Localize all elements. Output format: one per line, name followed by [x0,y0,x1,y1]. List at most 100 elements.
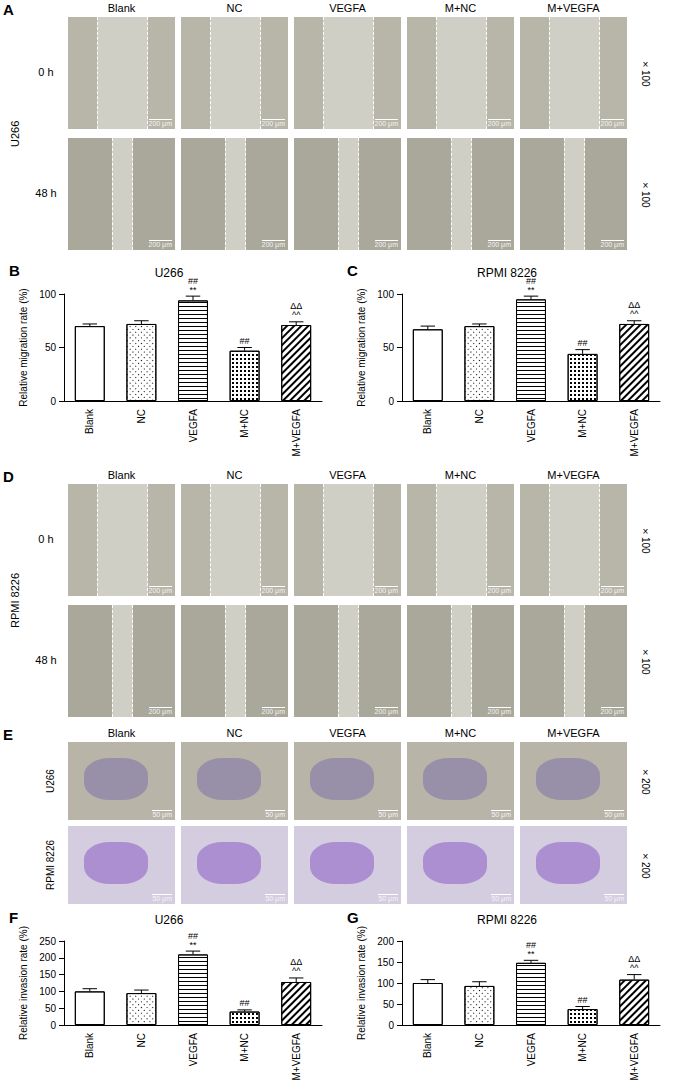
html-text:200 μm: 200 μm [261,120,285,127]
svg-text:0: 0 [388,396,394,407]
svg-text:##: ## [578,338,588,348]
svg-text:50: 50 [383,999,395,1010]
svg-text:100: 100 [377,289,394,300]
html-text:×100: ×100 [640,180,651,208]
html-text:200 μm: 200 μm [148,120,172,127]
svg-text:Relative invasion rate (%): Relative invasion rate (%) [356,926,367,1040]
svg-text:**: ** [527,285,535,295]
html-text:200 μm: 200 μm [374,120,398,127]
svg-text:M+NC: M+NC [239,1033,250,1062]
html-text:48 h: 48 h [35,187,57,199]
svg-text:C: C [347,262,358,279]
svg-text:50: 50 [383,342,395,353]
svg-text:Blank: Blank [422,1032,433,1058]
html-text:RPMI 8226: RPMI 8226 [9,573,21,628]
svg-text:^^: ^^ [630,309,639,319]
svg-text:50: 50 [45,1003,57,1014]
svg-text:B: B [9,262,20,279]
svg-text:200: 200 [39,952,56,963]
html-text:NC: NC [226,469,243,481]
html-text:VEGFA: VEGFA [329,469,366,481]
html-text:×100: ×100 [640,59,651,87]
html-text:48 h: 48 h [35,654,57,666]
html-text:×100: ×100 [640,526,651,554]
html-text:M+NC: M+NC [444,469,477,481]
svg-text:**: ** [189,285,197,295]
svg-text:NC: NC [136,409,147,423]
svg-text:NC: NC [136,1033,147,1047]
html-text:D: D [3,468,14,485]
svg-text:M+VEGFA: M+VEGFA [629,409,640,457]
html-text:E: E [3,726,13,743]
svg-text:Blank: Blank [422,408,433,434]
html-text:M+VEGFA: M+VEGFA [547,2,600,14]
svg-text:M+VEGFA: M+VEGFA [291,409,302,457]
svg-text:##: ## [240,336,250,346]
svg-text:NC: NC [474,409,485,423]
html-text:U266: U266 [9,120,21,147]
html-text:Blank: Blank [107,2,136,14]
html-text:0 h: 0 h [38,66,54,78]
svg-text:200: 200 [377,936,394,947]
svg-text:##: ## [578,995,588,1005]
svg-text:Blank: Blank [84,408,95,434]
html-text:M+NC: M+NC [444,727,477,739]
svg-text:M+NC: M+NC [577,1033,588,1062]
svg-text:RPMI 8226: RPMI 8226 [477,266,537,280]
svg-text:**: ** [527,949,535,959]
svg-text:ΔΔ: ΔΔ [290,957,303,968]
svg-text:^^: ^^ [292,310,301,320]
svg-text:ΔΔ: ΔΔ [290,301,303,312]
html-text:M+VEGFA: M+VEGFA [547,469,600,481]
svg-text:Relative migration rate (%): Relative migration rate (%) [356,288,367,406]
svg-text:M+VEGFA: M+VEGFA [629,1033,640,1081]
svg-text:VEGFA: VEGFA [526,1033,537,1067]
html-text:VEGFA: VEGFA [329,2,366,14]
html-text:RPMI 8226: RPMI 8226 [45,840,56,890]
svg-text:VEGFA: VEGFA [526,409,537,443]
svg-text:M+NC: M+NC [577,409,588,438]
svg-text:0: 0 [388,1020,394,1031]
html-text:M+NC: M+NC [444,2,477,14]
svg-text:50: 50 [45,342,57,353]
svg-text:Blank: Blank [84,1032,95,1058]
svg-text:^^: ^^ [630,963,639,973]
html-text:M+VEGFA: M+VEGFA [547,727,600,739]
svg-text:150: 150 [39,969,56,980]
svg-text:0: 0 [50,396,56,407]
svg-text:ΔΔ: ΔΔ [628,954,641,965]
svg-text:100: 100 [39,986,56,997]
svg-text:0: 0 [50,1020,56,1031]
html-text:NC: NC [226,2,243,14]
svg-text:M+VEGFA: M+VEGFA [291,1033,302,1081]
html-text:Blank: Blank [107,727,136,739]
svg-text:^^: ^^ [292,966,301,976]
svg-text:**: ** [189,940,197,950]
svg-text:NC: NC [474,1033,485,1047]
svg-text:RPMI 8226: RPMI 8226 [477,913,537,927]
svg-text:##: ## [240,998,250,1008]
svg-text:G: G [347,909,359,926]
svg-text:100: 100 [377,978,394,989]
html-text:NC: NC [226,727,243,739]
svg-text:ΔΔ: ΔΔ [628,300,641,311]
html-text:U266: U266 [45,769,56,793]
svg-text:VEGFA: VEGFA [188,409,199,443]
svg-text:150: 150 [377,957,394,968]
svg-text:VEGFA: VEGFA [188,1033,199,1067]
html-text:VEGFA: VEGFA [329,727,366,739]
svg-text:F: F [9,909,18,926]
html-text:×200: ×200 [640,851,651,879]
svg-text:M+NC: M+NC [239,409,250,438]
svg-text:Relative invasion rate (%): Relative invasion rate (%) [18,926,29,1040]
html-text:0 h: 0 h [38,533,54,545]
svg-text:Relative migration rate (%): Relative migration rate (%) [18,288,29,406]
html-text:×100: ×100 [640,647,651,675]
html-text:×200: ×200 [640,767,651,795]
html-text:A: A [3,1,14,18]
svg-text:U266: U266 [155,266,184,280]
html-text:Blank: Blank [107,469,136,481]
svg-text:100: 100 [39,289,56,300]
svg-text:U266: U266 [155,913,184,927]
svg-text:250: 250 [39,936,56,947]
